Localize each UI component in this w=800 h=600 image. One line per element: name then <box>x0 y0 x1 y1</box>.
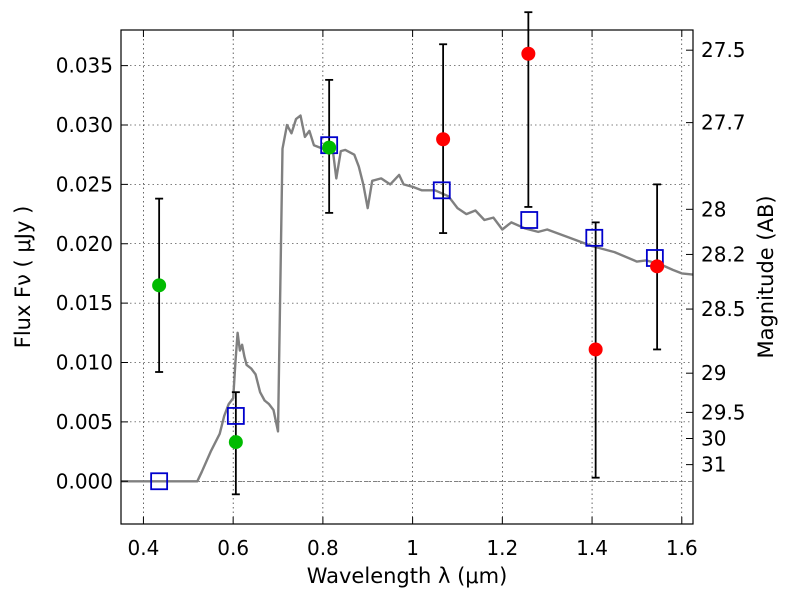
axis-ticks: 0.4 0.6 0.8 1 1.2 1.4 1.6 0.000 0.005 0.010 0.015 0… <box>56 30 746 560</box>
x-tick-label: 1.4 <box>576 536 608 560</box>
y-tick-label: 0.010 <box>56 351 113 375</box>
y2-tick-label: 28 <box>701 197 726 221</box>
x-tick-label: 1.2 <box>486 536 518 560</box>
grid-lines <box>121 30 693 524</box>
observed-data-point <box>588 342 603 357</box>
observed-data-point <box>322 140 337 155</box>
x-axis-label: Wavelength λ (μm) <box>307 564 508 588</box>
y-tick-label: 0.000 <box>56 469 113 493</box>
y2-tick-label: 31 <box>701 453 726 477</box>
observed-data-point <box>152 278 167 293</box>
model-spectrum <box>121 114 694 483</box>
observed-data-point <box>650 259 665 274</box>
x-tick-label: 0.4 <box>128 536 160 560</box>
x-tick-label: 0.8 <box>307 536 339 560</box>
y-axis-label: Flux Fν ( μJy ) <box>11 206 35 349</box>
model-spectrum-line <box>121 114 694 483</box>
model-photometry-point <box>585 228 604 247</box>
y-tick-label: 0.020 <box>56 232 113 256</box>
model-photometry-point <box>432 181 451 200</box>
model-photometry-point <box>150 472 169 491</box>
observed-data-point <box>436 132 451 147</box>
y2-tick-label: 29.5 <box>701 400 746 424</box>
data-markers <box>150 46 665 491</box>
observed-data-point <box>228 435 243 450</box>
y2-tick-label: 27.5 <box>701 38 746 62</box>
y-tick-label: 0.005 <box>56 410 113 434</box>
x-tick-label: 1 <box>406 536 419 560</box>
x-tick-label: 1.6 <box>666 536 698 560</box>
y-tick-label: 0.035 <box>56 54 113 78</box>
model-photometry-point <box>226 407 245 425</box>
plot-frame <box>120 29 694 525</box>
y-tick-label: 0.015 <box>56 291 113 315</box>
y-tick-label: 0.030 <box>56 113 113 137</box>
model-photometry-point <box>520 211 539 229</box>
y-tick-label: 0.025 <box>56 172 113 196</box>
y2-tick-label: 29 <box>701 361 726 385</box>
y2-tick-label: 27.7 <box>701 111 746 135</box>
y2-axis-label: Magnitude (AB) <box>754 195 778 358</box>
y2-tick-label: 28.2 <box>701 242 746 266</box>
x-tick-label: 0.6 <box>217 536 249 560</box>
y2-tick-label: 28.5 <box>701 297 746 321</box>
y2-tick-label: 30 <box>701 427 726 451</box>
observed-data-point <box>521 46 536 61</box>
